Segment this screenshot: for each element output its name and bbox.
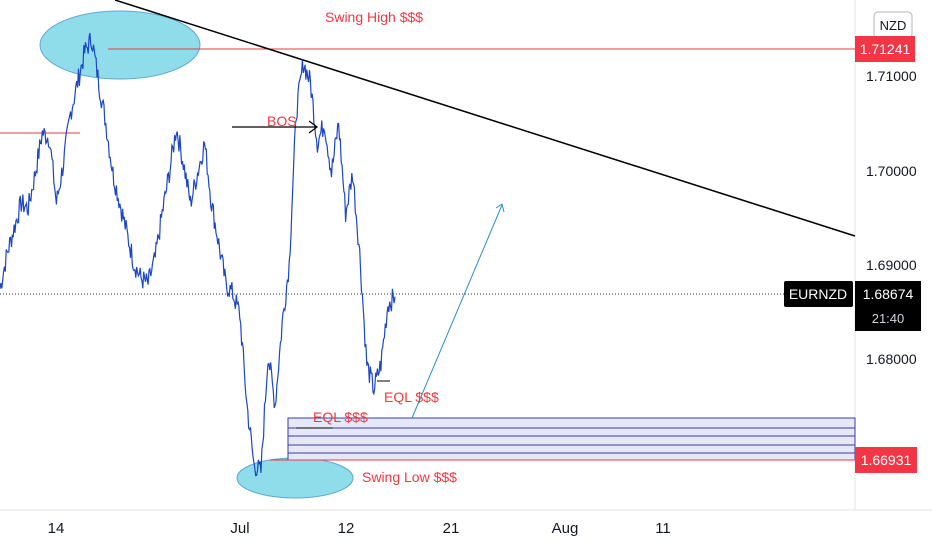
swing-high-price: 1.71241 bbox=[860, 41, 911, 57]
swing-high-highlight bbox=[39, 10, 201, 80]
projection-arrow bbox=[411, 204, 503, 419]
swing-low-label: Swing Low $$$ bbox=[362, 469, 457, 485]
trend-line[interactable] bbox=[114, 0, 856, 237]
swing-high-label: Swing High $$$ bbox=[325, 9, 423, 25]
y-tick-label: 1.68000 bbox=[866, 351, 917, 367]
symbol-label: EURNZD bbox=[789, 286, 847, 302]
y-tick-label: 1.69000 bbox=[866, 257, 917, 273]
demand-zone bbox=[287, 417, 856, 461]
x-tick-label: Aug bbox=[552, 520, 579, 537]
bos-label: BOS bbox=[267, 113, 297, 129]
eql-label-lower: EQL $$$ bbox=[313, 409, 368, 425]
x-tick-label: Jul bbox=[230, 520, 249, 537]
last-price-tag bbox=[855, 281, 921, 331]
currency-label: NZD bbox=[880, 18, 907, 33]
x-tick-label: 12 bbox=[338, 520, 355, 537]
swing-high-price-tag bbox=[855, 36, 915, 62]
swing-low-price: 1.66931 bbox=[861, 452, 912, 468]
x-tick-label: 21 bbox=[443, 520, 460, 537]
eql-label-upper: EQL $$$ bbox=[384, 389, 439, 405]
last-price-value: 1.68674 bbox=[863, 286, 914, 302]
x-tick-label: 11 bbox=[655, 520, 671, 537]
bar-countdown: 21:40 bbox=[872, 311, 905, 326]
y-tick-label: 1.71000 bbox=[866, 68, 917, 84]
bos-arrowhead bbox=[308, 120, 318, 134]
price-series bbox=[0, 32, 396, 477]
y-tick-label: 1.70000 bbox=[866, 163, 917, 179]
x-tick-label: 14 bbox=[48, 520, 65, 537]
swing-low-price-tag bbox=[855, 447, 917, 473]
symbol-tag bbox=[784, 281, 853, 307]
projection-arrowhead bbox=[495, 203, 505, 213]
